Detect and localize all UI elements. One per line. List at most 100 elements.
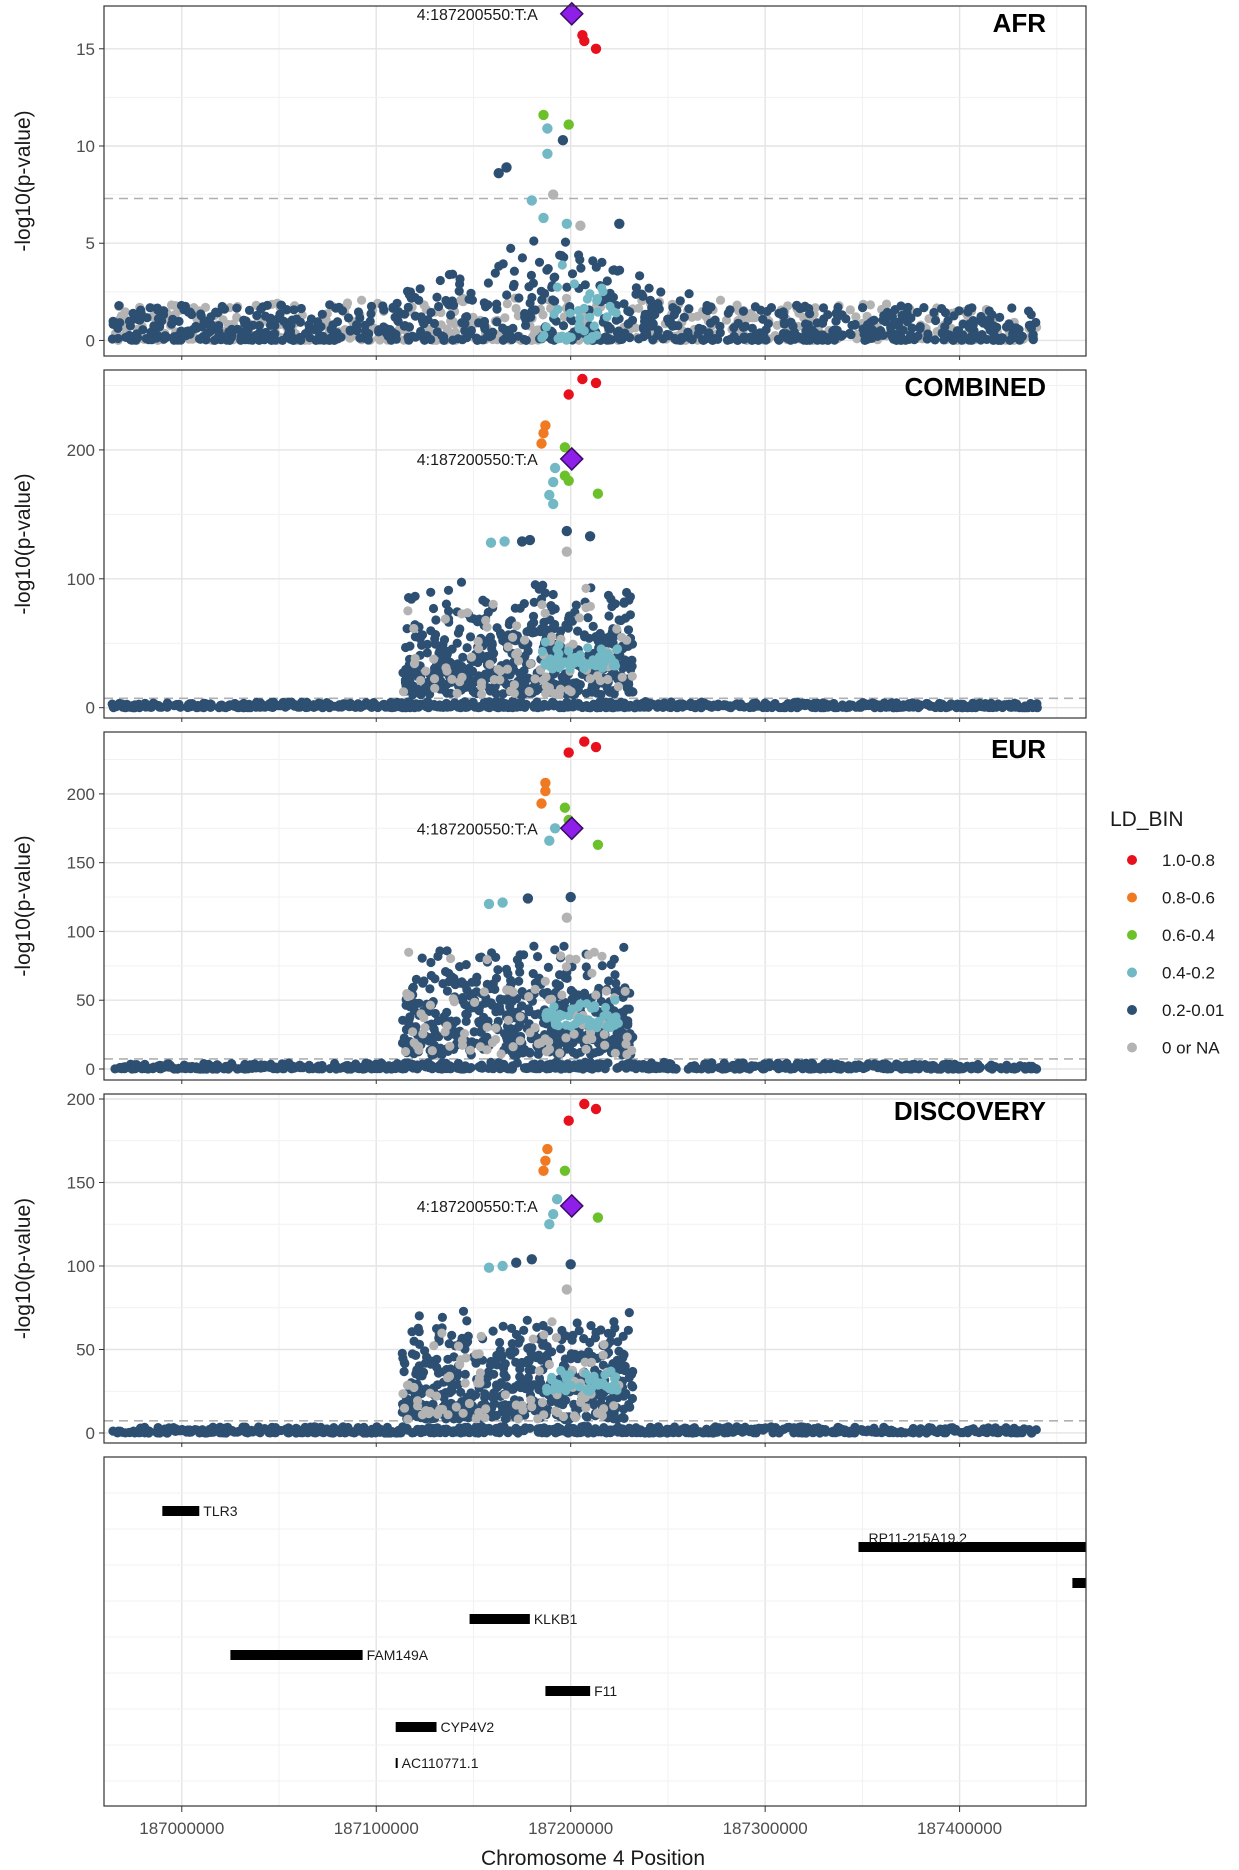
snp-point bbox=[469, 1027, 479, 1037]
snp-point bbox=[528, 969, 538, 979]
snp-point bbox=[894, 321, 904, 331]
snp-point bbox=[482, 979, 492, 990]
snp-point bbox=[448, 994, 458, 1004]
snp-point bbox=[941, 329, 951, 339]
snp-point bbox=[929, 307, 939, 318]
snp-point bbox=[298, 1428, 308, 1438]
snp-point bbox=[876, 1063, 887, 1073]
snp-point bbox=[627, 661, 637, 671]
snp-point bbox=[145, 303, 155, 313]
snp-point bbox=[905, 332, 915, 342]
snp-point bbox=[107, 334, 117, 344]
snp-point bbox=[603, 1010, 613, 1021]
snp-point bbox=[872, 331, 883, 341]
panel-border bbox=[103, 369, 1087, 719]
snp-point bbox=[596, 644, 606, 654]
snp-point bbox=[422, 648, 432, 658]
snp-point bbox=[478, 595, 488, 605]
snp-point bbox=[455, 1428, 465, 1438]
snp-point bbox=[954, 306, 964, 316]
snp-point bbox=[618, 702, 628, 712]
snp-point bbox=[414, 1045, 424, 1055]
snp-point bbox=[593, 1427, 604, 1437]
snp-point bbox=[501, 964, 512, 975]
snp-point bbox=[597, 961, 607, 971]
snp-point bbox=[480, 669, 490, 679]
snp-point bbox=[457, 698, 467, 708]
snp-point bbox=[440, 1027, 450, 1037]
snp-point bbox=[618, 663, 628, 673]
snp-point bbox=[1028, 331, 1038, 341]
snp-point bbox=[544, 835, 555, 846]
snp-point bbox=[422, 331, 432, 341]
snp-point bbox=[492, 299, 502, 309]
y-tick-label: 200 bbox=[67, 1090, 95, 1109]
snp-point bbox=[592, 296, 602, 306]
snp-point bbox=[455, 962, 465, 972]
snp-point bbox=[222, 1062, 232, 1072]
snp-point bbox=[430, 630, 441, 640]
snp-point bbox=[556, 951, 566, 961]
snp-point bbox=[679, 312, 689, 322]
snp-point bbox=[616, 615, 626, 626]
snp-point bbox=[149, 321, 159, 331]
snp-point bbox=[500, 699, 510, 709]
snp-point bbox=[622, 1004, 632, 1014]
snp-point bbox=[640, 309, 650, 319]
snp-point bbox=[437, 1049, 447, 1060]
snp-point bbox=[850, 319, 860, 330]
snp-point bbox=[477, 689, 487, 700]
snp-point bbox=[823, 310, 833, 320]
snp-point bbox=[758, 702, 768, 713]
snp-point bbox=[491, 1007, 501, 1017]
snp-point bbox=[844, 702, 854, 712]
snp-point bbox=[516, 536, 528, 547]
snp-point bbox=[862, 334, 873, 344]
snp-point bbox=[892, 1062, 902, 1072]
snp-point bbox=[557, 260, 567, 270]
snp-point bbox=[397, 698, 407, 708]
snp-point bbox=[240, 319, 250, 329]
snp-point bbox=[670, 321, 680, 331]
snp-point bbox=[567, 269, 578, 279]
snp-point bbox=[530, 984, 540, 995]
snp-point bbox=[448, 660, 458, 670]
snp-point bbox=[112, 318, 122, 328]
snp-point bbox=[891, 335, 902, 345]
snp-point bbox=[335, 1427, 345, 1437]
snp-point bbox=[442, 666, 452, 676]
snp-point bbox=[565, 302, 575, 312]
snp-point bbox=[538, 212, 549, 224]
snp-point bbox=[452, 688, 462, 699]
y-tick-label: 0 bbox=[86, 331, 95, 350]
snp-point bbox=[957, 335, 967, 345]
snp-point bbox=[417, 953, 427, 963]
snp-point bbox=[401, 664, 411, 675]
snp-point bbox=[514, 976, 524, 986]
snp-point bbox=[914, 1428, 924, 1438]
snp-point bbox=[845, 305, 855, 315]
snp-point bbox=[515, 603, 525, 613]
snp-point bbox=[612, 644, 622, 655]
snp-point bbox=[152, 333, 162, 343]
snp-point bbox=[540, 420, 551, 431]
snp-point bbox=[524, 282, 534, 292]
lead-snp-label: 4:187200550:T:A bbox=[417, 7, 538, 24]
snp-point bbox=[244, 305, 255, 315]
snp-point bbox=[987, 310, 997, 320]
snp-point bbox=[485, 537, 497, 548]
snp-point bbox=[989, 329, 999, 339]
snp-point bbox=[497, 1422, 507, 1432]
snp-point bbox=[759, 332, 769, 343]
y-tick-label: 10 bbox=[76, 137, 95, 156]
snp-point bbox=[214, 326, 224, 336]
snp-point bbox=[465, 632, 476, 642]
snp-point bbox=[441, 599, 451, 609]
snp-point bbox=[584, 950, 594, 960]
snp-point bbox=[519, 334, 529, 345]
snp-point bbox=[813, 1423, 823, 1433]
snp-point bbox=[404, 593, 414, 603]
snp-point bbox=[408, 1027, 418, 1037]
snp-point bbox=[496, 1049, 506, 1059]
snp-point bbox=[550, 658, 561, 668]
